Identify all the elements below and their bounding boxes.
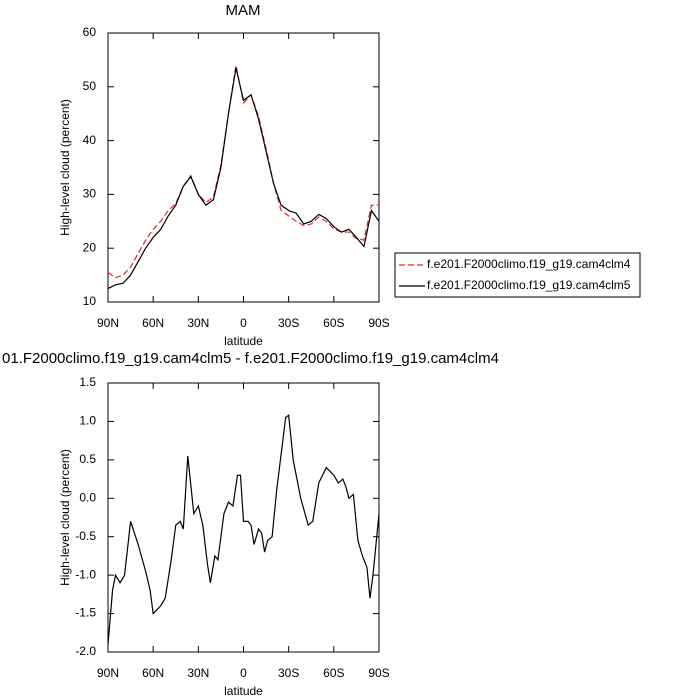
x-tick-label: 90S — [368, 316, 389, 330]
y-tick-label: 20 — [83, 240, 97, 254]
y-tick-label: 60 — [83, 25, 97, 39]
legend-box — [394, 252, 641, 298]
y-tick-label: 30 — [83, 187, 97, 201]
chart-title: MAM — [226, 2, 261, 19]
chart-title: 01.F2000climo.f19_g19.cam4clm5 - f.e201.… — [2, 350, 499, 367]
y-tick-label: -1.5 — [75, 606, 96, 620]
y-tick-label: 1.5 — [79, 375, 96, 389]
plot-frame — [107, 32, 380, 303]
y-tick-label: 10 — [83, 294, 97, 308]
x-tick-label: 60N — [142, 316, 164, 330]
x-tick-label: 30N — [187, 666, 209, 680]
x-tick-label: 30N — [187, 316, 209, 330]
data-line — [107, 65, 379, 279]
y-tick-label: 1.0 — [79, 414, 96, 428]
x-tick-label: 90N — [97, 666, 119, 680]
y-tick-label: 0.0 — [79, 490, 96, 504]
x-tick-label: 60S — [323, 666, 344, 680]
x-axis-label: latitude — [224, 684, 263, 698]
x-tick-label: 90N — [97, 316, 119, 330]
y-tick-label: -2.0 — [75, 644, 96, 658]
y-tick-label: -1.0 — [75, 567, 96, 581]
x-tick-label: 60N — [142, 666, 164, 680]
data-line — [107, 414, 380, 645]
legend-label: f.e201.F2000climo.f19_g19.cam4clm5 — [427, 278, 631, 292]
x-tick-label: 90S — [368, 666, 389, 680]
x-tick-label: 30S — [278, 666, 299, 680]
y-tick-label: 40 — [83, 133, 97, 147]
x-tick-label: 30S — [278, 316, 299, 330]
y-tick-label: -0.5 — [75, 529, 96, 543]
y-axis-label: High-level cloud (percent) — [58, 99, 72, 236]
y-axis-label: High-level cloud (percent) — [58, 449, 72, 586]
legend-label: f.e201.F2000climo.f19_g19.cam4clm4 — [427, 257, 631, 271]
x-tick-label: 0 — [240, 316, 247, 330]
x-tick-label: 0 — [240, 666, 247, 680]
x-tick-label: 60S — [323, 316, 344, 330]
y-tick-label: 50 — [83, 79, 97, 93]
x-axis-label: latitude — [224, 334, 263, 348]
data-line — [107, 67, 380, 290]
y-tick-label: 0.5 — [79, 452, 96, 466]
